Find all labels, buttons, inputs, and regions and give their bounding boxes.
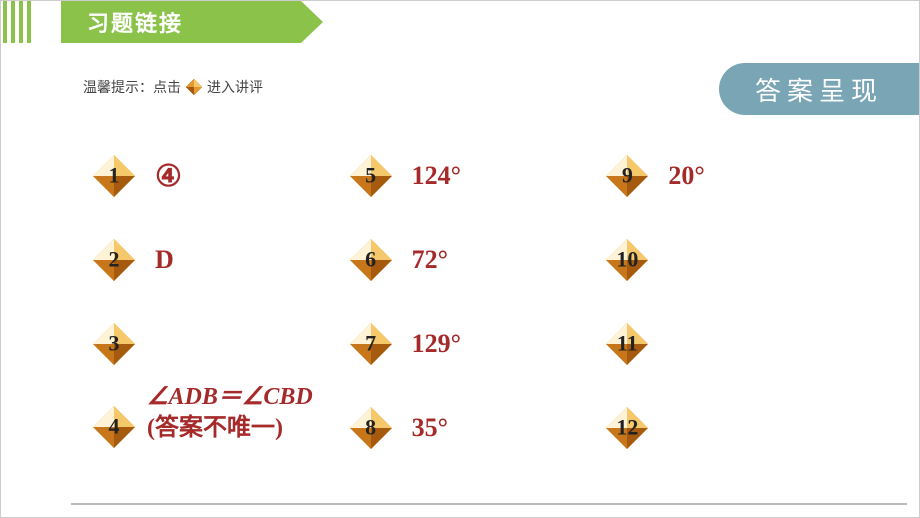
answer-text: 124° [412, 160, 461, 191]
hint-suffix: 进入讲评 [207, 77, 263, 97]
number-label: 1 [109, 162, 120, 188]
answer-text: 20° [668, 160, 704, 191]
edge-stripes [1, 1, 61, 43]
header-bar: 习题链接 [61, 1, 301, 43]
grid-item: 8 35° [348, 388, 595, 468]
slide-container: 习题链接 温馨提示：点击 进入讲评 答案呈现 1 ④ 5 [0, 0, 920, 518]
question-button-12[interactable]: 12 [604, 405, 650, 451]
grid-item: 5 124° [348, 136, 595, 216]
question-button-11[interactable]: 11 [604, 321, 650, 367]
number-label: 2 [109, 246, 120, 272]
question-button-5[interactable]: 5 [348, 153, 394, 199]
question-button-4[interactable]: 4 [91, 404, 137, 450]
bottom-divider [71, 503, 907, 505]
number-label: 5 [365, 162, 376, 188]
grid-item: 4 ∠ADB＝∠CBD(答案不唯一) [91, 388, 338, 468]
question-button-10[interactable]: 10 [604, 237, 650, 283]
answer-text: 72° [412, 244, 448, 275]
grid-item: 2 D [91, 220, 338, 300]
answer-badge-label: 答案呈现 [755, 71, 883, 108]
question-button-9[interactable]: 9 [604, 153, 650, 199]
number-label: 8 [365, 414, 376, 440]
answer-text: ④ [155, 159, 182, 194]
answer-text: ∠ADB＝∠CBD(答案不唯一) [147, 382, 313, 444]
diamond-icon [185, 78, 203, 96]
header-title: 习题链接 [87, 6, 183, 38]
question-button-6[interactable]: 6 [348, 237, 394, 283]
number-label: 3 [109, 330, 120, 356]
hint-text: 温馨提示：点击 进入讲评 [83, 77, 263, 97]
grid-item: 3 [91, 304, 338, 384]
grid-item: 12 [604, 388, 851, 468]
answer-badge: 答案呈现 [719, 63, 919, 115]
number-label: 4 [109, 413, 120, 439]
grid-item: 1 ④ [91, 136, 338, 216]
number-label: 10 [616, 246, 638, 272]
grid-item: 11 [604, 304, 851, 384]
hint-prefix: 温馨提示：点击 [83, 77, 181, 97]
grid-item: 7 129° [348, 304, 595, 384]
number-label: 12 [616, 414, 638, 440]
question-button-7[interactable]: 7 [348, 321, 394, 367]
grid-item: 10 [604, 220, 851, 300]
number-label: 6 [365, 246, 376, 272]
number-label: 9 [622, 162, 633, 188]
grid-item: 6 72° [348, 220, 595, 300]
answer-grid: 1 ④ 5 124° 9 20° 2 D [91, 136, 851, 468]
answer-text: 35° [412, 412, 448, 443]
number-label: 7 [365, 330, 376, 356]
question-button-2[interactable]: 2 [91, 237, 137, 283]
question-button-1[interactable]: 1 [91, 153, 137, 199]
answer-text: 129° [412, 328, 461, 359]
grid-item: 9 20° [604, 136, 851, 216]
question-button-8[interactable]: 8 [348, 405, 394, 451]
question-button-3[interactable]: 3 [91, 321, 137, 367]
answer-text: D [155, 244, 174, 275]
number-label: 11 [617, 330, 638, 356]
